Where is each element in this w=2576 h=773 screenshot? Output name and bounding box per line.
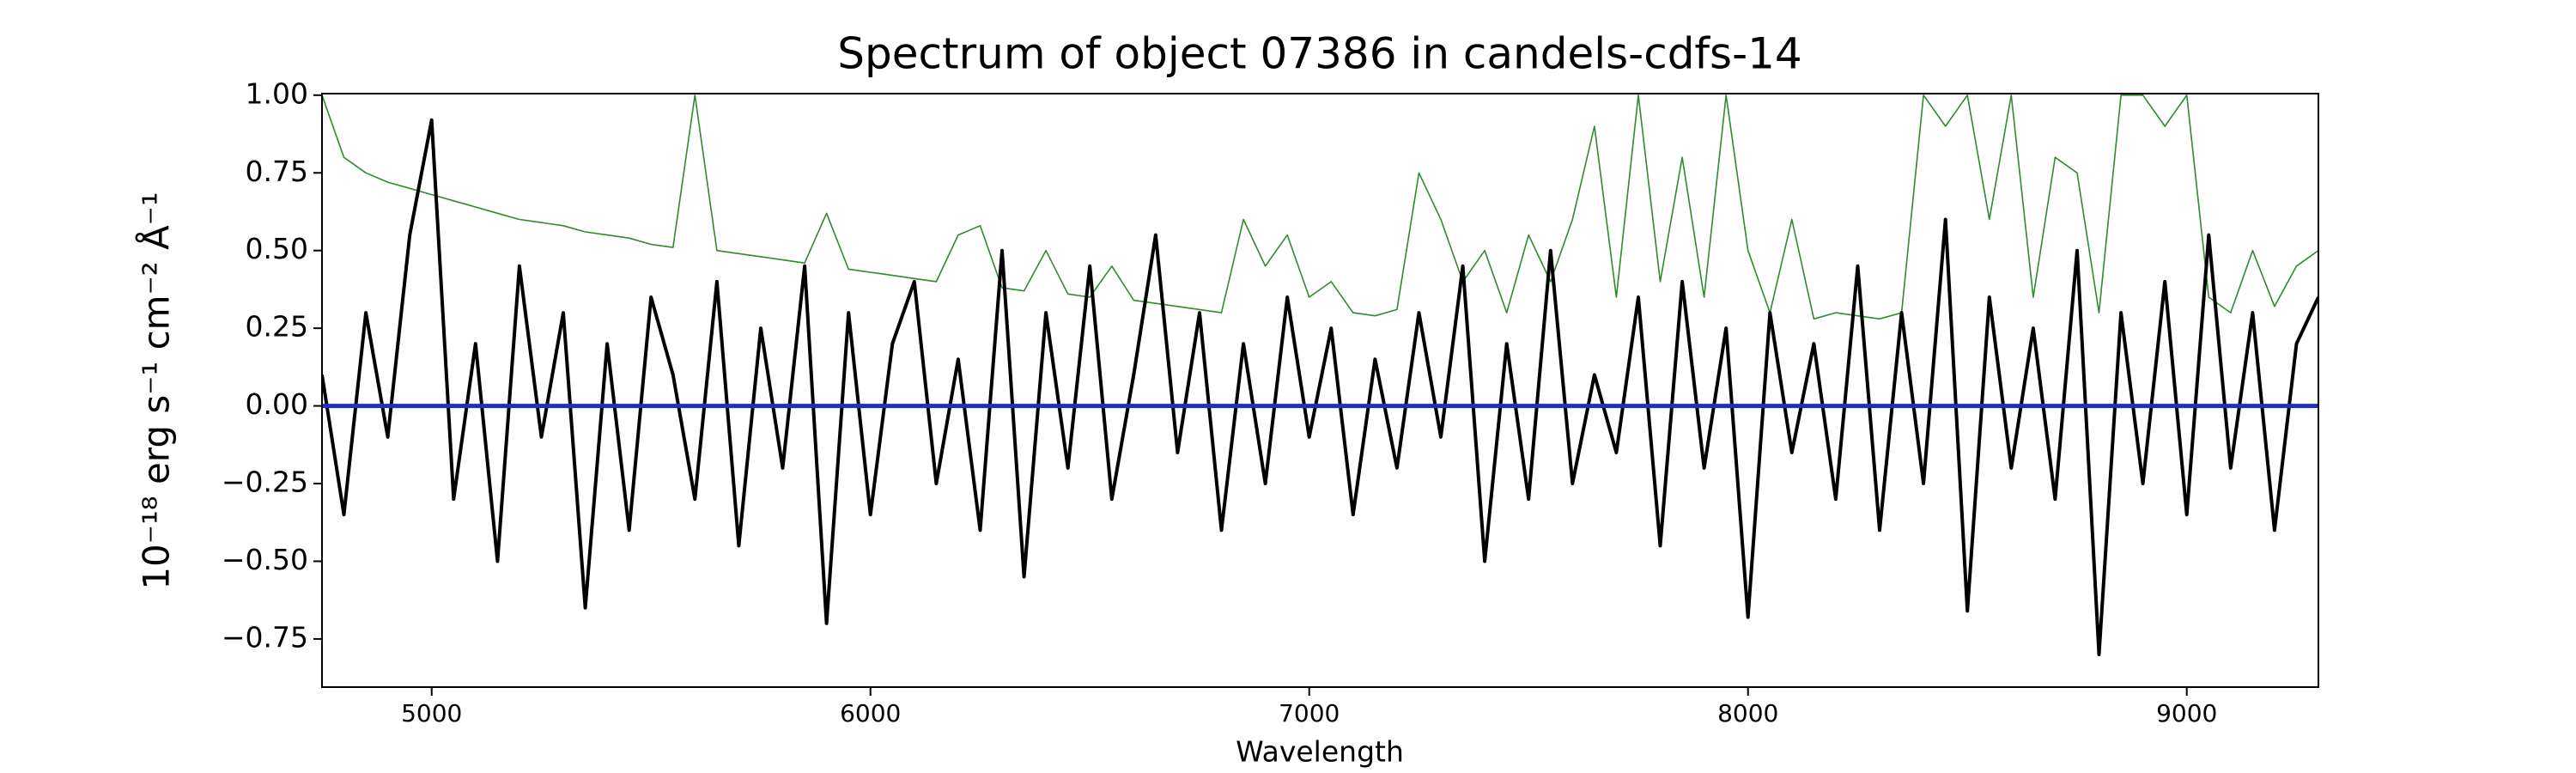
x-tick-label: 9000 <box>2156 699 2217 727</box>
x-tick-label: 7000 <box>1279 699 1340 727</box>
y-tick-label: 0.25 <box>246 310 308 344</box>
series-line <box>322 94 2318 320</box>
y-tick-label: −0.50 <box>222 543 308 576</box>
y-tick-label: 0.50 <box>246 232 308 265</box>
y-tick-label: −0.75 <box>222 620 308 654</box>
y-tick-label: 1.00 <box>246 76 308 110</box>
chart-title: Spectrum of object 07386 in candels-cdfs… <box>837 29 1802 79</box>
y-tick-label: −0.25 <box>222 466 308 499</box>
y-tick-label: 0.75 <box>246 155 308 188</box>
plot-area <box>322 94 2318 656</box>
y-tick-label: 0.00 <box>246 387 308 421</box>
x-tick-label: 5000 <box>401 699 462 727</box>
x-axis-label: Wavelength <box>1236 735 1404 769</box>
y-axis-label: 10⁻¹⁸ erg s⁻¹ cm⁻² Å⁻¹ <box>135 192 178 589</box>
x-tick-label: 8000 <box>1717 699 1778 727</box>
series-line <box>322 118 2318 656</box>
plot-frame <box>321 93 2319 688</box>
x-tick-label: 6000 <box>840 699 901 727</box>
